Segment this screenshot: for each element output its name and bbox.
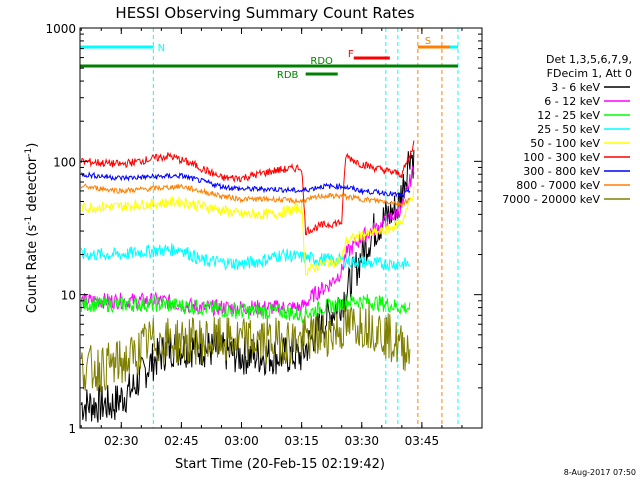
x-tick-label-3: 03:15	[284, 434, 319, 448]
series-line-8	[80, 302, 411, 394]
y-tick-label-0: 1	[68, 422, 76, 436]
legend-label-3: 25 - 50 keV	[537, 123, 600, 136]
x-tick-label-2: 03:00	[224, 434, 259, 448]
series-line-5	[80, 140, 415, 236]
flag-label-s: S	[425, 36, 431, 47]
chart-title: HESSI Observing Summary Count Rates	[115, 4, 414, 22]
legend-label-7: 800 - 7000 keV	[516, 179, 600, 192]
y-label-sup1: -1	[24, 216, 34, 225]
x-axis-label: Start Time (20-Feb-15 02:19:42)	[175, 457, 385, 472]
legend-label-4: 50 - 100 keV	[530, 137, 600, 150]
legend-label-1: 6 - 12 keV	[544, 95, 600, 108]
legend-label-8: 7000 - 20000 keV	[502, 193, 600, 206]
x-tick-label-5: 03:45	[405, 434, 440, 448]
y-tick-label-2: 100	[53, 155, 76, 169]
y-axis-label: Count Rate (s-1 detector-1)	[24, 143, 40, 314]
x-tick-label-1: 02:45	[164, 434, 199, 448]
y-tick-label-3: 1000	[45, 22, 76, 36]
y-label-mid: detector	[25, 156, 40, 216]
series-line-3	[80, 243, 411, 273]
axes: 02:30 02:45 03:00 03:15 03:30 03:45 1 10 100 1000	[45, 22, 483, 448]
plot-frame	[79, 27, 483, 429]
flag-label-n: N	[158, 43, 165, 54]
x-tick-label-0: 02:30	[104, 434, 139, 448]
series-line-6	[81, 171, 411, 198]
series-line-7	[80, 183, 411, 209]
flag-label-rdo: RDO	[310, 56, 333, 67]
series-line-0	[80, 149, 415, 423]
legend-label-2: 12 - 25 keV	[537, 109, 600, 122]
series-line-2	[80, 293, 411, 324]
y-label-sup2: -1	[24, 148, 34, 157]
x-tick-label-4: 03:30	[344, 434, 379, 448]
y-label-end: )	[25, 143, 40, 148]
flag-label-f: F	[348, 49, 354, 60]
legend-header-line2: FDecim 1, Att 0	[547, 67, 632, 80]
legend-label-5: 100 - 300 keV	[523, 151, 600, 164]
legend-label-0: 3 - 6 keV	[551, 81, 600, 94]
y-tick-label-1: 10	[61, 289, 76, 303]
plot-area: N S F RDO RDB	[80, 28, 459, 428]
legend: Det 1,3,5,6,7,9, FDecim 1, Att 0 3 - 6 k…	[502, 53, 632, 206]
legend-header-line1: Det 1,3,5,6,7,9,	[546, 53, 632, 66]
series-line-4	[80, 186, 415, 276]
timestamp: 8-Aug-2017 07:50	[564, 468, 636, 477]
y-label-main: Count Rate (s	[25, 225, 40, 314]
flag-label-rdb: RDB	[277, 70, 299, 81]
legend-label-6: 300 - 800 keV	[523, 165, 600, 178]
